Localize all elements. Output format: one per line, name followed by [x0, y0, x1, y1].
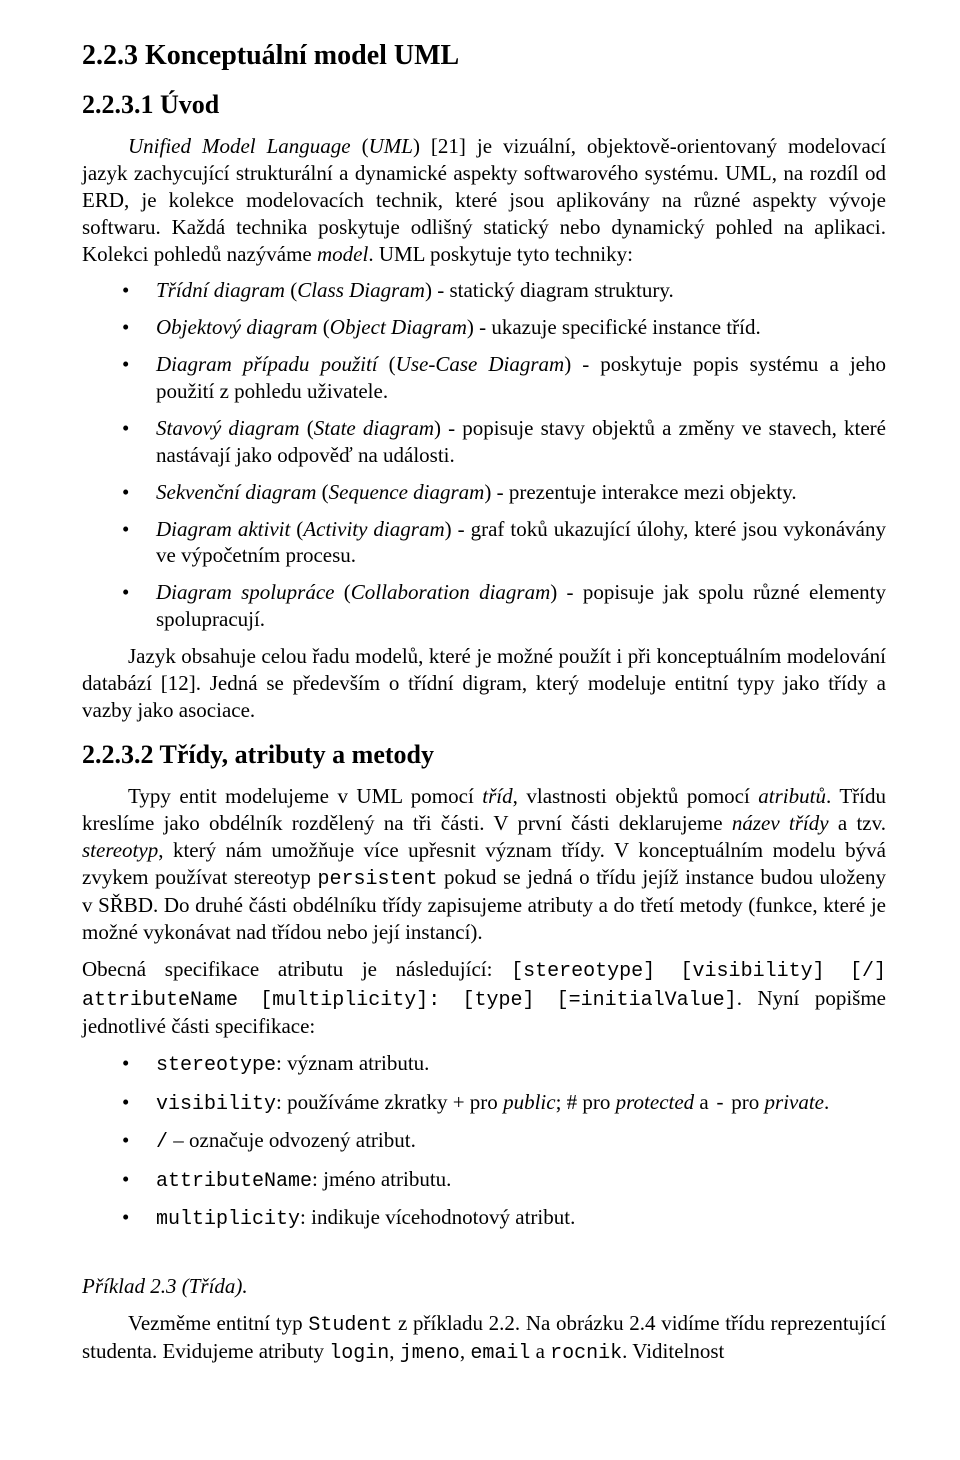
code-span: -	[714, 1093, 726, 1116]
text-span-italic: Stavový diagram	[156, 416, 300, 440]
text-span: ; # pro	[556, 1090, 616, 1114]
text-span-italic: název třídy	[732, 811, 829, 835]
list-item: attributeName: jméno atributu.	[82, 1166, 886, 1195]
text-span: (	[285, 278, 297, 302]
intro-paragraph: Unified Model Language (UML) [21] je viz…	[82, 133, 886, 267]
text-span: ) - prezentuje interakce mezi objekty.	[484, 480, 796, 504]
text-span: (	[300, 416, 314, 440]
intro-uml-name: Unified Model Language	[128, 134, 351, 158]
code-span: Student	[308, 1314, 392, 1337]
text-span-italic: Class Diagram	[297, 278, 425, 302]
classes-paragraph-2: Obecná specifikace atributu je následují…	[82, 956, 886, 1040]
text-span: : jméno atributu.	[312, 1167, 451, 1191]
example-title: Příklad 2.3 (Třída).	[82, 1273, 886, 1300]
text-span-italic: Diagram případu použití	[156, 352, 378, 376]
code-span: visibility	[156, 1093, 276, 1116]
text-span: (	[378, 352, 396, 376]
text-span: ) - statický diagram struktury.	[425, 278, 674, 302]
text-span-italic: Activity diagram	[303, 517, 444, 541]
text-span-italic: Diagram aktivit	[156, 517, 290, 541]
text-span: (	[316, 480, 328, 504]
code-span: multiplicity	[156, 1208, 300, 1231]
example-paragraph: Vezměme entitní typ Student z příkladu 2…	[82, 1310, 886, 1367]
text-span: Obecná specifikace atributu je následují…	[82, 957, 511, 981]
text-span: Vezměme entitní typ	[128, 1311, 308, 1335]
code-span: login	[329, 1342, 389, 1365]
text-span: a	[694, 1090, 714, 1114]
text-span-italic: Sequence diagram	[329, 480, 485, 504]
list-item: stereotype: význam atributu.	[82, 1050, 886, 1079]
text-span-italic: Object Diagram	[330, 315, 467, 339]
text-span-italic: stereotyp	[82, 838, 158, 862]
list-item: Stavový diagram (State diagram) - popisu…	[82, 415, 886, 469]
code-span: email	[470, 1342, 530, 1365]
code-span: rocnik	[550, 1342, 622, 1365]
text-span-italic: protected	[616, 1090, 695, 1114]
code-span: /	[156, 1131, 168, 1154]
code-span: persistent	[317, 868, 437, 891]
text-span: ,	[389, 1339, 400, 1363]
text-span-italic: Objektový diagram	[156, 315, 318, 339]
text-span-italic: Diagram spolupráce	[156, 580, 334, 604]
text-span: : význam atributu.	[276, 1051, 429, 1075]
text-span: (	[334, 580, 350, 604]
text-span: – označuje odvozený atribut.	[168, 1128, 416, 1152]
list-item: / – označuje odvozený atribut.	[82, 1127, 886, 1156]
text-span-italic: private	[765, 1090, 824, 1114]
code-span: jmeno	[400, 1342, 460, 1365]
attribute-spec-list: stereotype: význam atributu. visibility:…	[82, 1050, 886, 1233]
text-span: pro	[726, 1090, 765, 1114]
text-span-italic: model	[317, 242, 368, 266]
list-item: Sekvenční diagram (Sequence diagram) - p…	[82, 479, 886, 506]
heading-223: 2.2.3 Konceptuální model UML	[82, 38, 886, 74]
text-span-italic: Třídní diagram	[156, 278, 285, 302]
text-span: a	[530, 1339, 550, 1363]
heading-2232: 2.2.3.2 Třídy, atributy a metody	[82, 738, 886, 771]
text-span: a tzv.	[829, 811, 886, 835]
text-span-italic: Collaboration diagram	[351, 580, 551, 604]
list-item: multiplicity: indikuje vícehodnotový atr…	[82, 1204, 886, 1233]
list-item: Diagram aktivit (Activity diagram) - gra…	[82, 516, 886, 570]
list-item: visibility: používáme zkratky + pro publ…	[82, 1089, 886, 1118]
text-span: (	[318, 315, 330, 339]
text-span-italic: State diagram	[314, 416, 434, 440]
text-span: . UML poskytuje tyto techniky:	[368, 242, 633, 266]
text-span: ,	[460, 1339, 471, 1363]
text-span-italic: atributů	[758, 784, 826, 808]
text-span-italic: public	[503, 1090, 556, 1114]
text-span: ) - ukazuje specifické instance tříd.	[467, 315, 761, 339]
text-span: (	[290, 517, 303, 541]
text-span: .	[824, 1090, 829, 1114]
text-span: . Viditelnost	[622, 1339, 724, 1363]
list-item: Objektový diagram (Object Diagram) - uka…	[82, 314, 886, 341]
list-item: Diagram případu použití (Use-Case Diagra…	[82, 351, 886, 405]
text-span-italic: UML	[369, 134, 413, 158]
text-span-italic: Sekvenční diagram	[156, 480, 316, 504]
text-span-italic: tříd	[482, 784, 512, 808]
list-item: Diagram spolupráce (Collaboration diagra…	[82, 579, 886, 633]
code-span: attributeName	[156, 1170, 312, 1193]
paragraph-after-bullets: Jazyk obsahuje celou řadu modelů, které …	[82, 643, 886, 724]
text-span: : používáme zkratky + pro	[276, 1090, 503, 1114]
uml-techniques-list: Třídní diagram (Class Diagram) - statick…	[82, 277, 886, 633]
list-item: Třídní diagram (Class Diagram) - statick…	[82, 277, 886, 304]
text-span-italic: Use-Case Diagram	[396, 352, 565, 376]
code-span: stereotype	[156, 1054, 276, 1077]
text-span: (	[351, 134, 369, 158]
heading-2231: 2.2.3.1 Úvod	[82, 88, 886, 121]
text-span: : indikuje vícehodnotový atribut.	[300, 1205, 575, 1229]
text-span: Typy entit modelujeme v UML pomocí	[128, 784, 482, 808]
classes-paragraph-1: Typy entit modelujeme v UML pomocí tříd,…	[82, 783, 886, 946]
text-span: , vlastnosti objektů pomocí	[513, 784, 759, 808]
